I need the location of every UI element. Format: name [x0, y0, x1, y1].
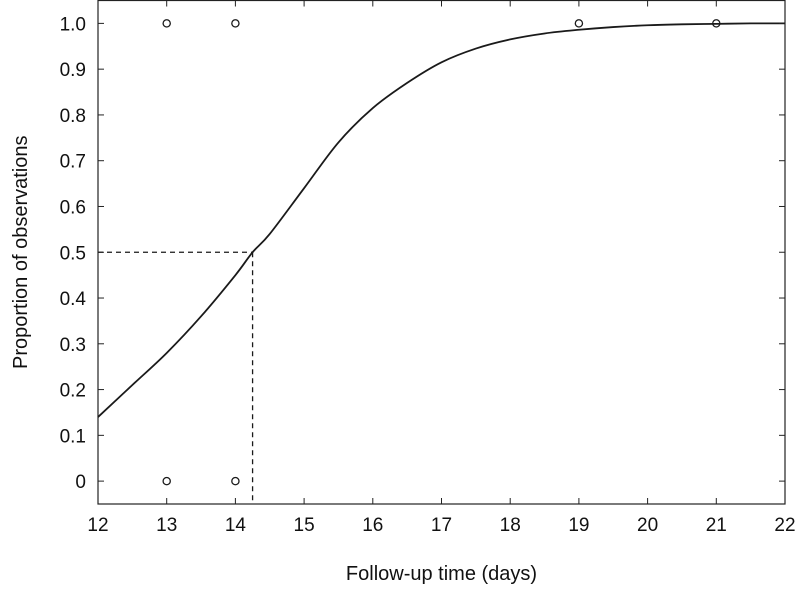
x-tick-label: 17 [431, 515, 452, 536]
fitted-curve-layer [97, 22, 786, 418]
y-tick-label: 0.6 [60, 197, 86, 218]
y-tick-label: 0.9 [60, 60, 86, 81]
x-tick-label: 19 [568, 515, 589, 536]
x-tick-label: 13 [156, 515, 177, 536]
data-point [712, 19, 721, 28]
y-axis-title: Proportion of observations [10, 136, 32, 369]
data-point [231, 19, 240, 28]
data-point [231, 476, 240, 486]
data-point [162, 19, 171, 28]
y-axis: 0 0.1 0.2 0.3 0.4 0.5 0.6 0.7 0.8 0.9 1.0 [60, 14, 785, 493]
x-tick-label: 12 [87, 515, 108, 536]
x-tick-label: 21 [706, 515, 727, 536]
x-tick-label: 20 [637, 515, 658, 536]
y-tick-label: 0.3 [60, 335, 86, 356]
data-points-layer [162, 19, 721, 486]
y-tick-label: 0.2 [60, 381, 86, 402]
x-axis-title: Follow-up time (days) [346, 563, 537, 585]
fitted-curve [97, 22, 786, 418]
y-tick-label: 1.0 [60, 14, 86, 35]
reference-lines [98, 251, 254, 504]
y-tick-label: 0.4 [60, 289, 87, 310]
x-tick-label: 18 [500, 515, 521, 536]
y-tick-label: 0 [75, 472, 86, 493]
y-tick-label: 0.5 [60, 243, 86, 264]
x-tick-label: 16 [362, 515, 383, 536]
y-tick-label: 0.7 [60, 152, 86, 173]
y-tick-label: 0.8 [60, 106, 86, 127]
data-point [162, 476, 171, 486]
data-point [574, 19, 584, 28]
x-tick-label: 14 [225, 515, 247, 536]
x-axis: 12 13 14 15 16 17 18 19 20 21 22 [87, 0, 796, 536]
x-tick-label: 15 [294, 515, 315, 536]
y-tick-label: 0.1 [60, 426, 86, 447]
x-tick-label: 22 [774, 515, 795, 536]
